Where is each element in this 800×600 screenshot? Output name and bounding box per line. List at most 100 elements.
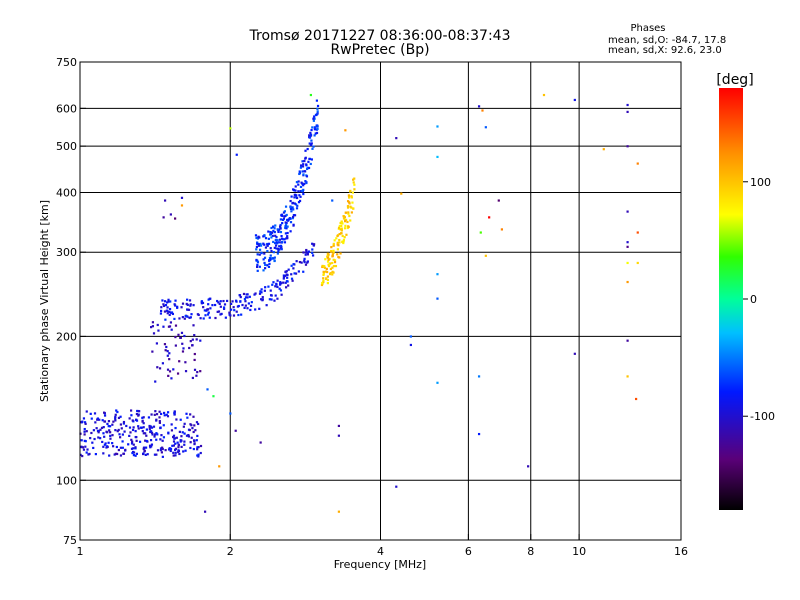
data-point (184, 314, 187, 318)
data-point (279, 218, 283, 221)
data-point (338, 233, 341, 236)
data-point (314, 132, 317, 135)
data-point (108, 454, 111, 457)
data-point (302, 192, 305, 196)
data-point (186, 303, 189, 306)
data-point (309, 131, 312, 135)
data-point (305, 181, 308, 184)
data-point (124, 448, 127, 451)
colorbar-tick-label: -100 (750, 410, 775, 423)
data-point (255, 236, 258, 240)
data-point (81, 420, 84, 423)
data-point (298, 194, 301, 197)
data-point (341, 222, 344, 225)
data-point (143, 449, 146, 452)
data-point (172, 434, 176, 437)
data-point (270, 294, 273, 297)
data-point (304, 149, 307, 152)
data-point (148, 428, 151, 431)
data-point (202, 317, 205, 320)
data-point (332, 258, 335, 261)
data-point (338, 226, 341, 229)
data-point (277, 250, 280, 253)
data-point (164, 318, 167, 321)
data-point (183, 432, 186, 435)
data-point (145, 428, 148, 431)
data-point (268, 259, 271, 262)
data-point (108, 425, 112, 428)
colorbar-tick-label: 0 (750, 293, 757, 306)
data-point (275, 238, 278, 242)
data-point (295, 196, 299, 200)
data-point (168, 447, 171, 450)
data-point (142, 416, 145, 419)
data-point (99, 437, 102, 440)
y-tick-label: 75 (63, 534, 77, 547)
data-point (331, 253, 334, 256)
data-point (119, 423, 122, 426)
data-point (150, 426, 154, 429)
data-point (323, 265, 326, 268)
data-point (395, 485, 398, 488)
data-point (272, 240, 275, 244)
data-point (262, 269, 265, 272)
data-point (85, 410, 88, 413)
data-point (105, 430, 108, 433)
data-point (165, 413, 168, 416)
data-point (235, 153, 238, 156)
data-point (174, 304, 177, 307)
data-point (193, 352, 196, 356)
data-point (218, 302, 221, 305)
data-point (216, 299, 219, 303)
data-point (309, 133, 313, 136)
data-point (269, 257, 272, 261)
data-point (347, 211, 350, 214)
data-point (229, 314, 232, 317)
data-point (276, 252, 279, 255)
data-point (166, 411, 170, 414)
stats-heading: Phases (630, 23, 665, 34)
y-tick-label: 100 (56, 474, 77, 487)
data-point (276, 297, 279, 300)
data-point (130, 442, 134, 445)
data-point (196, 448, 199, 451)
data-point (144, 432, 147, 435)
data-point (229, 127, 232, 130)
data-point (307, 160, 310, 163)
data-point (142, 452, 145, 455)
data-point (196, 454, 199, 457)
data-point (234, 429, 237, 432)
data-point (636, 261, 639, 265)
data-point (267, 230, 270, 233)
data-point (197, 446, 200, 449)
data-point (316, 104, 320, 108)
data-point (285, 270, 288, 273)
data-point (159, 449, 162, 452)
data-point (204, 314, 207, 317)
data-point (167, 300, 170, 303)
data-point (303, 261, 306, 264)
data-point (235, 310, 238, 313)
x-tick-label: 16 (674, 545, 688, 558)
data-point (276, 228, 279, 231)
x-tick-label: 8 (527, 545, 534, 558)
data-point (80, 445, 83, 448)
data-point (282, 238, 285, 241)
data-point (224, 316, 227, 319)
data-point (95, 427, 98, 430)
data-point (179, 418, 182, 421)
data-point (292, 188, 296, 192)
data-point (175, 436, 178, 439)
data-point (195, 421, 199, 424)
data-point (279, 230, 283, 234)
data-point (115, 409, 118, 412)
data-point (168, 313, 171, 317)
data-point (339, 221, 342, 225)
data-point (208, 316, 211, 319)
data-point (238, 294, 242, 297)
data-point (294, 203, 298, 206)
data-point (289, 230, 292, 233)
data-point (326, 282, 329, 285)
data-point (269, 289, 272, 292)
data-point (174, 426, 177, 430)
